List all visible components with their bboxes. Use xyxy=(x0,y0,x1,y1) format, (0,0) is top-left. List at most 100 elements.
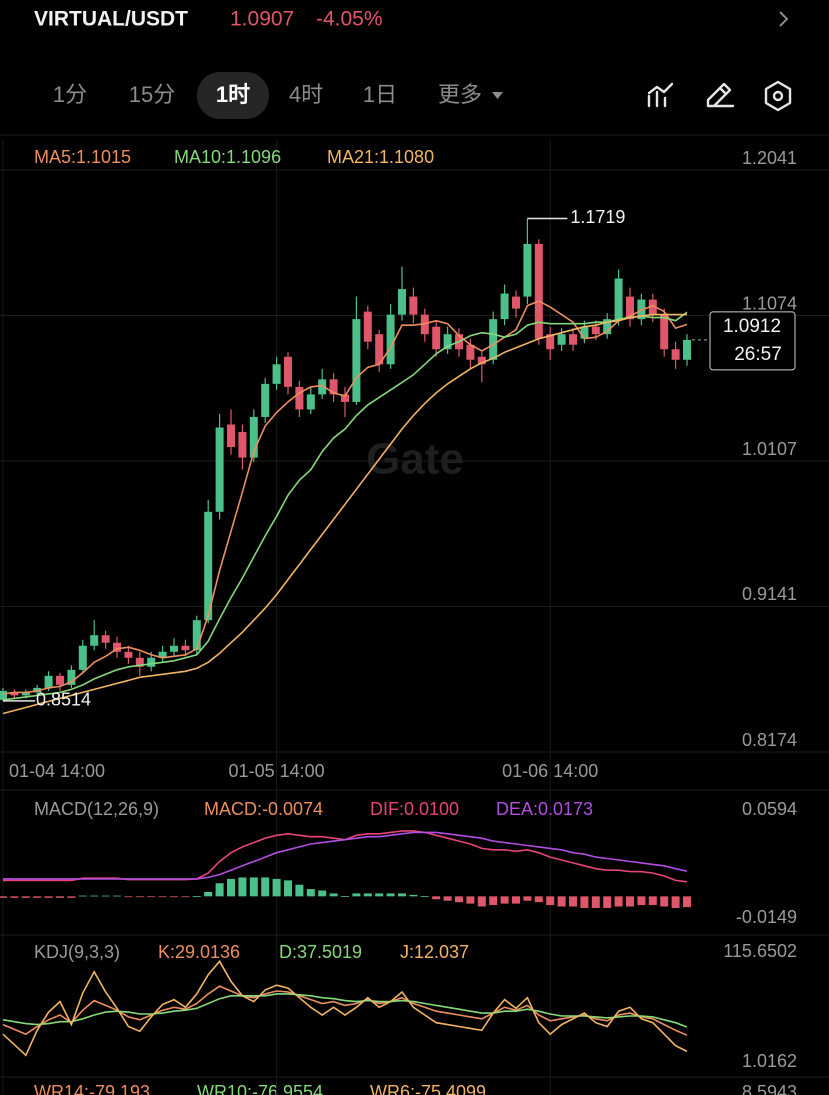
macd-bar xyxy=(534,896,543,903)
price-tag xyxy=(709,311,796,371)
macd-bar xyxy=(660,896,669,907)
macd-bar xyxy=(614,896,623,907)
candle-body xyxy=(272,364,281,384)
candle-body xyxy=(375,334,384,365)
macd-bar xyxy=(261,877,270,897)
indicator-line xyxy=(2,311,688,701)
panel-title: KDJ(9,3,3) xyxy=(34,942,120,962)
y-tick-label: 115.6502 xyxy=(723,941,797,961)
candle-body xyxy=(398,289,406,315)
candle-body xyxy=(569,334,577,345)
macd-bar xyxy=(500,896,509,904)
candle-body xyxy=(660,314,669,350)
candle-body xyxy=(329,379,338,395)
tab[interactable]: 1分 xyxy=(53,82,87,107)
macd-bar xyxy=(637,896,646,906)
macd-bar xyxy=(398,893,406,897)
legend-label: MA21:1.1080 xyxy=(327,147,434,167)
candle-body xyxy=(489,319,498,360)
macd-bar xyxy=(78,895,87,897)
tab-selected[interactable]: 1时 xyxy=(216,82,250,107)
macd-bar xyxy=(56,896,64,898)
x-tick-label: 01-06 14:00 xyxy=(502,761,598,781)
macd-bar xyxy=(591,896,600,908)
candle-body xyxy=(409,296,418,315)
macd-bar xyxy=(101,895,110,897)
candle-body xyxy=(295,386,304,410)
panel-title: MACD(12,26,9) xyxy=(34,799,159,819)
y-tick-label: 0.8174 xyxy=(742,730,797,750)
selected-tab-bg xyxy=(197,72,269,119)
candle-body xyxy=(147,657,156,667)
candle-body xyxy=(10,692,19,696)
price-tag-value: 1.0912 xyxy=(723,316,781,337)
settings-icon[interactable] xyxy=(764,80,792,112)
tab[interactable]: 1日 xyxy=(363,82,397,107)
legend-label: K:29.0136 xyxy=(158,942,240,962)
macd-bar xyxy=(272,878,281,897)
macd-bar xyxy=(375,893,384,897)
macd-bar xyxy=(557,896,566,907)
macd-bar xyxy=(249,877,258,897)
candle-body xyxy=(614,278,623,320)
chevron[interactable] xyxy=(779,11,789,27)
tab[interactable]: 更多 xyxy=(438,82,482,107)
candle-body xyxy=(101,635,110,643)
macd-bar xyxy=(192,896,201,897)
macd-bar xyxy=(215,883,224,897)
candle-body xyxy=(306,394,315,410)
wr-label: WR6:-75.4099 xyxy=(370,1082,486,1095)
tab[interactable]: 4时 xyxy=(289,82,323,107)
candle-body xyxy=(318,379,327,395)
draw-icon[interactable] xyxy=(706,82,735,108)
macd-bar xyxy=(21,896,30,898)
candle-body xyxy=(352,319,361,402)
dropdown-arrow[interactable] xyxy=(492,92,503,99)
y-tick-label: -0.0149 xyxy=(736,907,797,927)
legend-label: D:37.5019 xyxy=(279,942,362,962)
macd-bar xyxy=(432,896,441,900)
macd-bar xyxy=(318,890,327,897)
y-tick-label: 1.2041 xyxy=(742,148,797,168)
candle-body xyxy=(21,692,30,696)
macd-bar xyxy=(352,893,361,897)
candle-body xyxy=(557,334,566,345)
macd-bar xyxy=(158,896,167,898)
y-tick-label: 0.0594 xyxy=(742,799,797,819)
tab[interactable]: 15分 xyxy=(129,82,175,107)
macd-bar xyxy=(489,896,498,906)
macd-bar xyxy=(284,880,292,897)
macd-bar xyxy=(90,895,99,897)
candle-body xyxy=(56,675,64,685)
legend-label: J:12.037 xyxy=(400,942,469,962)
pair-name[interactable]: VIRTUAL/USDT xyxy=(34,8,188,31)
macd-bar xyxy=(580,896,589,908)
last-price: 1.0907 xyxy=(230,8,294,31)
macd-bar xyxy=(44,896,53,898)
macd-bar xyxy=(363,893,372,897)
candle-body xyxy=(249,416,258,458)
candle-body xyxy=(466,344,475,360)
indicator-icon[interactable] xyxy=(647,82,674,108)
candle-body xyxy=(671,349,680,360)
y-tick-label: 1.1074 xyxy=(742,293,797,313)
candle-body xyxy=(238,432,247,458)
candle-body xyxy=(534,243,543,339)
indicator-line xyxy=(2,993,688,1028)
macd-bar xyxy=(466,896,475,904)
macd-bar xyxy=(227,878,235,897)
candle-body xyxy=(227,424,235,448)
price-change: -4.05% xyxy=(316,8,383,31)
candle-body xyxy=(603,319,612,335)
candle-body xyxy=(477,356,486,365)
candle-body xyxy=(432,326,441,350)
macd-bar xyxy=(683,896,691,908)
legend-label: DEA:0.0173 xyxy=(496,799,593,819)
macd-bar xyxy=(648,896,657,906)
candle-body xyxy=(648,299,657,315)
wr-tick: 8.5943 xyxy=(742,1082,797,1095)
macd-bar xyxy=(135,896,144,898)
macd-bar xyxy=(443,896,452,901)
